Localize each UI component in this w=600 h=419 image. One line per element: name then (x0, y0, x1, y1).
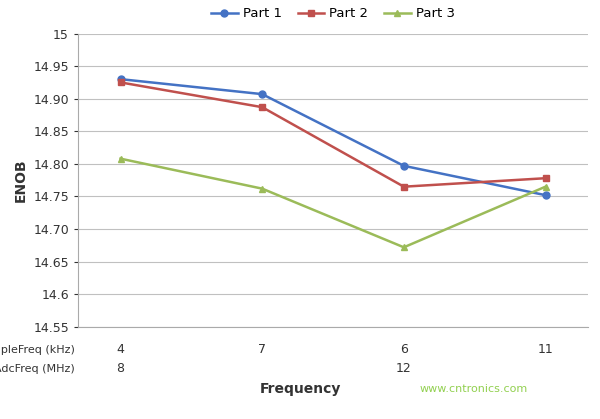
Text: 8: 8 (116, 362, 125, 375)
Part 3 (259, 186, 266, 191)
Text: 12: 12 (396, 362, 412, 375)
Text: 7: 7 (258, 343, 266, 357)
Part 3 (400, 245, 407, 250)
Text: 11: 11 (538, 343, 553, 357)
Legend: Part 1, Part 2, Part 3: Part 1, Part 2, Part 3 (206, 2, 460, 26)
Text: AdcFreq (MHz): AdcFreq (MHz) (0, 364, 75, 374)
Part 3 (117, 156, 124, 161)
Text: 6: 6 (400, 343, 408, 357)
Text: Frequency: Frequency (259, 382, 341, 396)
Part 1 (542, 193, 549, 198)
Line: Part 1: Part 1 (117, 76, 549, 199)
Part 1 (259, 92, 266, 97)
Part 2 (117, 80, 124, 85)
Part 3 (542, 184, 549, 189)
Part 1 (117, 77, 124, 82)
Part 2 (542, 176, 549, 181)
Text: 4: 4 (116, 343, 124, 357)
Text: www.cntronics.com: www.cntronics.com (420, 384, 528, 394)
Part 2 (400, 184, 407, 189)
Line: Part 2: Part 2 (117, 79, 549, 190)
Line: Part 3: Part 3 (117, 155, 549, 251)
Text: SampleFreq (kHz): SampleFreq (kHz) (0, 345, 75, 355)
Part 2 (259, 105, 266, 110)
Y-axis label: ENOB: ENOB (14, 158, 28, 202)
Part 1 (400, 163, 407, 168)
